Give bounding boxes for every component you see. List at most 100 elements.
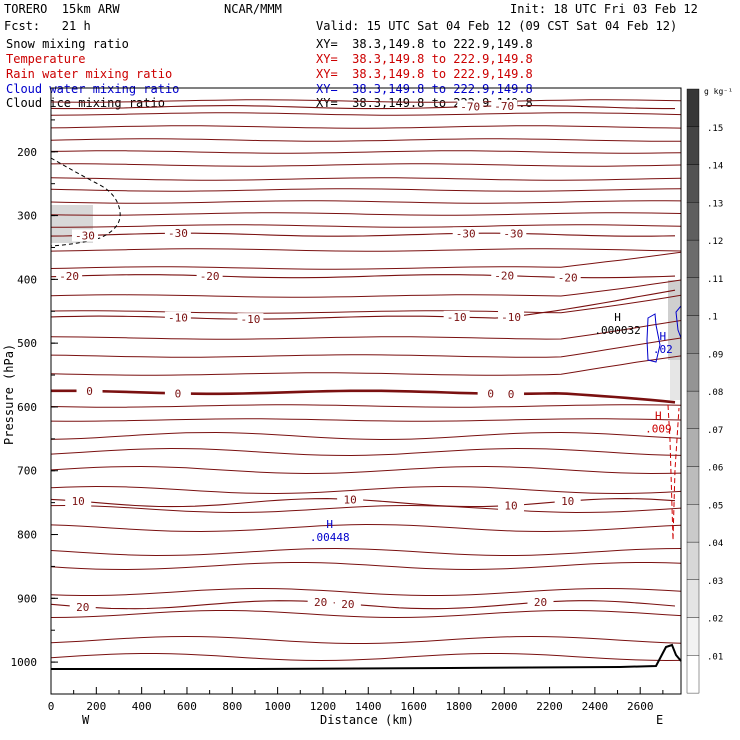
contour-label: -70 bbox=[460, 101, 480, 114]
y-tick-label: 1000 bbox=[11, 656, 38, 669]
isotherm-line bbox=[51, 138, 681, 142]
isotherm-line bbox=[51, 465, 681, 475]
contour-label: 20 bbox=[76, 601, 89, 614]
y-axis-label: Pressure (hPa) bbox=[2, 344, 16, 445]
field-xy-rain: XY= 38.3,149.8 to 222.9,149.8 bbox=[316, 67, 533, 81]
isotherm--20 bbox=[51, 274, 676, 279]
x-tick-label: 2000 bbox=[491, 700, 518, 713]
field-label-cloud-water: Cloud water mixing ratio bbox=[6, 82, 180, 96]
colorbar-cell bbox=[686, 277, 700, 316]
isotherm-line bbox=[51, 485, 681, 495]
colorbar-cell bbox=[686, 202, 700, 241]
contour-label-bg bbox=[307, 595, 334, 608]
isotherm-line bbox=[51, 251, 681, 270]
isotherm-line bbox=[51, 224, 681, 228]
terrain-line bbox=[51, 643, 682, 670]
colorbar-label: .11 bbox=[707, 275, 723, 285]
model-name: TORERO 15km ARW bbox=[4, 2, 120, 16]
isotherm-line bbox=[51, 112, 681, 116]
field-label-snow: Snow mixing ratio bbox=[6, 37, 129, 51]
isotherm-0 bbox=[51, 389, 676, 404]
cloud-water-contour bbox=[646, 313, 661, 363]
colorbar-cell bbox=[686, 617, 700, 656]
contour-label: -20 bbox=[200, 270, 220, 283]
colorbar-label: .15 bbox=[707, 124, 723, 134]
contour-label: -30 bbox=[503, 227, 523, 240]
isotherm-line bbox=[51, 125, 681, 129]
colorbar-cell bbox=[686, 504, 700, 543]
contour-label-bg bbox=[500, 227, 527, 240]
maximum-symbol: H bbox=[326, 518, 333, 531]
contour-label-bg bbox=[164, 227, 191, 240]
y-tick-label: 500 bbox=[17, 337, 37, 350]
maximum-value: .00448 bbox=[310, 531, 350, 544]
x-tick-label: 800 bbox=[222, 700, 242, 713]
field-xy-snow: XY= 38.3,149.8 to 222.9,149.8 bbox=[316, 37, 533, 51]
isotherm--10 bbox=[51, 289, 676, 320]
colorbar-unit: g kg⁻¹ bbox=[704, 87, 733, 96]
contour-label-bg bbox=[498, 387, 525, 400]
y-tick-label: 300 bbox=[17, 210, 37, 223]
contour-label: 0 bbox=[487, 388, 494, 401]
field-label-rain: Rain water mixing ratio bbox=[6, 67, 173, 81]
contour-label-bg bbox=[527, 596, 554, 609]
contour-label-bg bbox=[498, 499, 525, 512]
x-tick-label: 2400 bbox=[582, 700, 609, 713]
contour-labels: -70 -70 -30 -30 -30 -30 -20 -20 -20 -20 -10 -10 -10 -… bbox=[56, 99, 581, 614]
x-tick-label: 1400 bbox=[355, 700, 382, 713]
isotherm-line bbox=[51, 163, 681, 167]
contour-label-bg bbox=[164, 387, 191, 400]
isotherm-line bbox=[51, 404, 681, 408]
isotherm-line bbox=[51, 188, 681, 192]
center-name: NCAR/MMM bbox=[224, 2, 282, 16]
colorbar-label: .05 bbox=[707, 501, 723, 511]
colorbar-label: .12 bbox=[707, 237, 723, 247]
cloud-water-contour-east bbox=[675, 305, 681, 339]
contour-label-bg bbox=[491, 269, 518, 282]
colorbar-cell bbox=[686, 466, 700, 505]
maximum-value: .000032 bbox=[594, 324, 640, 337]
colorbar-label: .01 bbox=[707, 652, 723, 662]
isotherm-line bbox=[51, 447, 681, 457]
isotherm-line bbox=[51, 504, 681, 514]
field-label-cloud-ice: Cloud ice mixing ratio bbox=[6, 96, 165, 110]
y-tick-label: 800 bbox=[17, 529, 37, 542]
maximum-value: .009 bbox=[645, 423, 672, 436]
contour-label-bg bbox=[457, 100, 484, 113]
contour-label: 20 bbox=[534, 596, 547, 609]
forecast-hour: Fcst: 21 h bbox=[4, 19, 91, 33]
x-axis-label: Distance (km) bbox=[320, 713, 414, 727]
x-tick-label: 1600 bbox=[400, 700, 427, 713]
colorbar-label: .09 bbox=[707, 350, 723, 360]
x-tick-label: 200 bbox=[86, 700, 106, 713]
y-tick-label: 600 bbox=[17, 401, 37, 414]
contour-label-bg bbox=[498, 310, 525, 323]
isotherm-20 bbox=[51, 600, 676, 610]
isotherm-line bbox=[51, 431, 681, 441]
contour-label: -20 bbox=[59, 270, 79, 283]
y-tick-label: 200 bbox=[17, 146, 37, 159]
isotherm-line bbox=[51, 418, 681, 422]
contour-label-bg bbox=[554, 271, 581, 284]
isotherm-line bbox=[51, 653, 681, 662]
colorbar-cell bbox=[686, 390, 700, 429]
field-label-temperature: Temperature bbox=[6, 52, 86, 66]
isotherm-line bbox=[51, 279, 681, 298]
isotherm-line bbox=[51, 99, 681, 103]
isotherm-line bbox=[51, 547, 681, 557]
maximum-symbol: H bbox=[614, 311, 621, 324]
contour-label: -10 bbox=[168, 312, 188, 325]
contour-label-bg bbox=[237, 313, 264, 326]
isotherm-line bbox=[51, 355, 681, 376]
contour-label-bg bbox=[164, 311, 191, 324]
isotherm--70 bbox=[51, 105, 675, 110]
contour-label-bg bbox=[71, 229, 98, 242]
colorbar: .01 .02 .03 .04 .05 .06 .07 .08 .09 .1 .11 .12 .13 .1… bbox=[686, 88, 723, 694]
y-tick-label: 400 bbox=[17, 273, 37, 286]
colorbar-cell bbox=[686, 315, 700, 354]
isotherm-line bbox=[51, 610, 681, 619]
contour-label: -10 bbox=[240, 313, 260, 326]
valid-time: Valid: 15 UTC Sat 04 Feb 12 (09 CST Sat … bbox=[316, 19, 678, 33]
colorbar-cell bbox=[686, 88, 700, 127]
colorbar-label: .02 bbox=[707, 615, 723, 625]
